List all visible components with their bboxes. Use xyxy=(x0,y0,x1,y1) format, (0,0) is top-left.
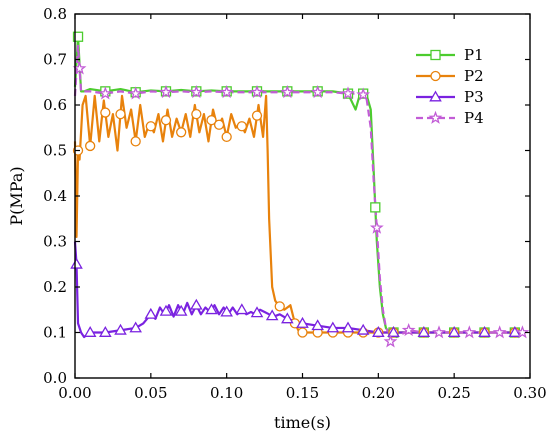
marker-p4 xyxy=(189,84,204,99)
marker-p3 xyxy=(372,326,385,337)
legend-label-p4: P4 xyxy=(464,109,484,127)
marker-p3 xyxy=(356,323,370,335)
marker-p3 xyxy=(281,312,294,324)
marker-p4 xyxy=(98,86,113,100)
legend-marker-p1 xyxy=(430,49,441,61)
series-line-p2 xyxy=(73,94,523,334)
marker-p3 xyxy=(508,326,522,337)
series-line-p4 xyxy=(73,44,523,343)
x-tick-label: 0.20 xyxy=(362,384,395,402)
marker-p3 xyxy=(326,321,340,333)
marker-p4 xyxy=(515,325,530,339)
marker-p2 xyxy=(160,115,172,126)
y-tick-label: 0.2 xyxy=(43,278,67,296)
marker-p3 xyxy=(99,326,112,337)
x-tick-label: 0.05 xyxy=(134,384,167,402)
marker-p3 xyxy=(311,319,324,331)
marker-p3 xyxy=(296,316,309,328)
marker-p1 xyxy=(72,31,84,42)
legend: P1 P2 P3 P4 xyxy=(416,46,484,127)
marker-p4 xyxy=(432,325,446,339)
marker-p3 xyxy=(341,321,355,333)
x-axis-title: time(s) xyxy=(274,413,331,432)
marker-p2 xyxy=(213,119,225,130)
marker-p4 xyxy=(401,322,416,337)
marker-p3 xyxy=(235,303,249,315)
marker-p3 xyxy=(174,304,188,316)
y-axis-title: P(MPa) xyxy=(7,166,26,225)
marker-p2 xyxy=(274,301,285,312)
marker-p3 xyxy=(265,309,279,321)
series-line-p1 xyxy=(73,35,523,334)
series-markers xyxy=(70,31,530,348)
legend-marker-p2 xyxy=(430,70,441,82)
legend-label-p1: P1 xyxy=(464,46,484,64)
x-tick-label: 0.10 xyxy=(210,384,243,402)
marker-p3 xyxy=(129,321,142,333)
marker-p3 xyxy=(250,306,264,318)
marker-p4 xyxy=(310,84,325,99)
legend-marker-p4 xyxy=(428,110,443,124)
legend-marker-p3 xyxy=(429,90,442,102)
marker-p3 xyxy=(190,298,203,310)
legend-label-p3: P3 xyxy=(464,88,484,106)
marker-p3 xyxy=(70,257,83,269)
y-tick-label: 0.5 xyxy=(43,142,67,160)
marker-p2 xyxy=(191,108,202,120)
marker-p3 xyxy=(478,326,491,337)
marker-p4 xyxy=(341,86,355,100)
y-tick-label: 0.7 xyxy=(43,51,67,69)
marker-p4 xyxy=(219,84,234,99)
marker-p3 xyxy=(417,326,431,337)
x-tick-label: 0.15 xyxy=(286,384,319,402)
axis-ticks: 0.00 0.05 0.10 0.15 0.20 0.25 0.30 0.0 0.1 0.2 0.3… xyxy=(43,5,547,402)
y-tick-label: 0.0 xyxy=(43,369,67,387)
marker-p2 xyxy=(100,107,111,118)
marker-p3 xyxy=(205,303,218,315)
x-tick-label: 0.25 xyxy=(437,384,470,402)
marker-p2 xyxy=(130,136,141,147)
marker-p4 xyxy=(462,325,477,339)
marker-p4 xyxy=(159,84,173,99)
marker-p4 xyxy=(356,87,371,101)
series-lines xyxy=(73,35,523,343)
y-tick-label: 0.4 xyxy=(43,187,67,205)
y-tick-label: 0.8 xyxy=(43,5,67,23)
marker-p4 xyxy=(250,84,264,99)
marker-p2 xyxy=(85,140,96,152)
marker-p4 xyxy=(492,325,507,339)
marker-p3 xyxy=(114,323,127,335)
marker-p4 xyxy=(128,86,143,100)
marker-p2 xyxy=(221,131,232,143)
legend-label-p2: P2 xyxy=(464,67,484,85)
marker-p4 xyxy=(383,334,398,348)
marker-p2 xyxy=(236,121,247,132)
marker-p2 xyxy=(251,110,263,121)
marker-p3 xyxy=(144,307,158,319)
marker-p4 xyxy=(369,220,384,234)
marker-p3 xyxy=(159,304,173,316)
y-tick-label: 0.1 xyxy=(43,324,67,342)
marker-p3 xyxy=(83,326,97,337)
marker-p2 xyxy=(206,115,217,126)
marker-p3 xyxy=(220,305,233,317)
y-tick-label: 0.3 xyxy=(43,233,67,251)
marker-p1 xyxy=(370,202,381,213)
marker-p4 xyxy=(280,84,295,99)
marker-p2 xyxy=(176,127,187,138)
x-tick-label: 0.00 xyxy=(58,384,91,402)
marker-p2 xyxy=(145,121,156,132)
y-tick-label: 0.6 xyxy=(43,96,67,114)
marker-p3 xyxy=(387,326,400,337)
x-tick-label: 0.30 xyxy=(513,384,546,402)
marker-p3 xyxy=(447,326,461,337)
marker-p2 xyxy=(297,327,308,338)
marker-p2 xyxy=(115,108,126,120)
